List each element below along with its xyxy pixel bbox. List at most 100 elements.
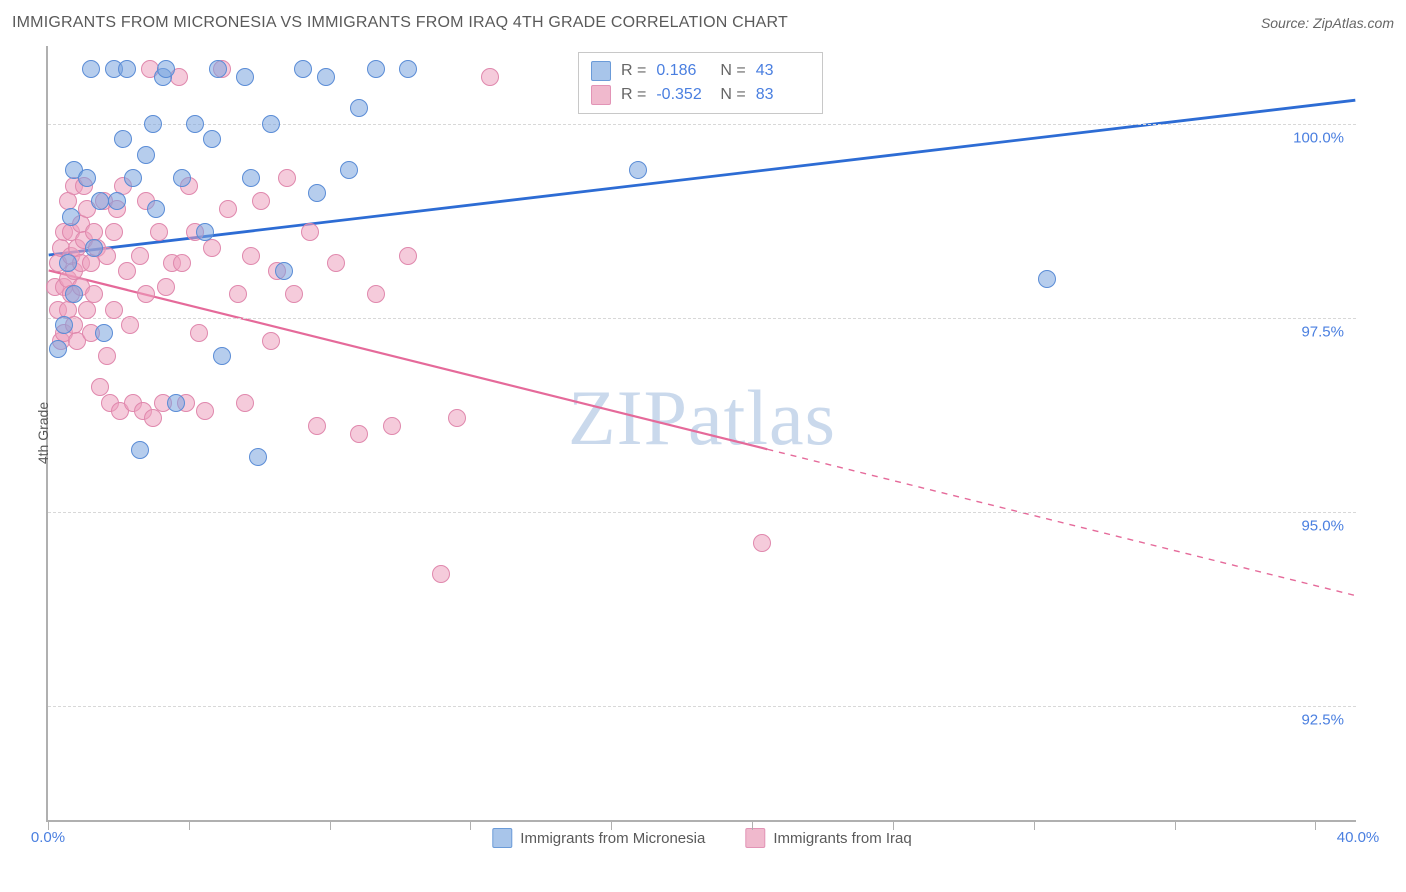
data-point <box>190 324 208 342</box>
x-tick-label: 0.0% <box>31 829 65 846</box>
data-point <box>114 130 132 148</box>
source-label: Source: ZipAtlas.com <box>1261 15 1394 31</box>
data-point <box>301 223 319 241</box>
data-point <box>308 417 326 435</box>
data-point <box>137 285 155 303</box>
data-point <box>131 441 149 459</box>
data-point <box>229 285 247 303</box>
data-point <box>196 402 214 420</box>
y-tick-label: 100.0% <box>1293 129 1344 146</box>
data-point <box>124 169 142 187</box>
legend-item: Immigrants from Micronesia <box>492 828 705 848</box>
x-tick <box>1175 820 1176 830</box>
data-point <box>242 247 260 265</box>
data-point <box>105 223 123 241</box>
data-point <box>219 200 237 218</box>
n-label: N = <box>720 86 745 104</box>
data-point <box>242 169 260 187</box>
x-tick <box>752 820 753 830</box>
r-label: R = <box>621 86 646 104</box>
data-point <box>91 192 109 210</box>
data-point <box>383 417 401 435</box>
x-tick <box>1315 820 1316 830</box>
x-tick <box>611 820 612 830</box>
data-point <box>118 262 136 280</box>
data-point <box>448 409 466 427</box>
correlation-legend: R = 0.186 N = 43 R = -0.352 N = 83 <box>578 52 823 114</box>
data-point <box>481 68 499 86</box>
data-point <box>278 169 296 187</box>
data-point <box>317 68 335 86</box>
data-point <box>753 534 771 552</box>
data-point <box>144 115 162 133</box>
data-point <box>327 254 345 272</box>
data-point <box>275 262 293 280</box>
legend-swatch <box>492 828 512 848</box>
data-point <box>173 254 191 272</box>
data-point <box>49 340 67 358</box>
legend-item: Immigrants from Iraq <box>745 828 911 848</box>
r-value: 0.186 <box>656 62 710 80</box>
x-tick-label: 40.0% <box>1337 829 1380 846</box>
data-point <box>213 347 231 365</box>
data-point <box>62 208 80 226</box>
data-point <box>147 200 165 218</box>
scatter-plot: 4th Grade ZIPatlas R =0.186N =43R =-0.35… <box>46 46 1356 822</box>
data-point <box>262 115 280 133</box>
data-point <box>629 161 647 179</box>
data-point <box>98 347 116 365</box>
data-point <box>399 247 417 265</box>
gridline <box>48 512 1356 513</box>
data-point <box>105 301 123 319</box>
data-point <box>186 115 204 133</box>
x-tick <box>330 820 331 830</box>
n-value: 83 <box>756 86 810 104</box>
data-point <box>85 239 103 257</box>
n-value: 43 <box>756 62 810 80</box>
data-point <box>432 565 450 583</box>
data-point <box>150 223 168 241</box>
y-tick-label: 95.0% <box>1301 517 1344 534</box>
data-point <box>236 68 254 86</box>
y-axis-label: 4th Grade <box>35 402 51 464</box>
data-point <box>121 316 139 334</box>
data-point <box>350 425 368 443</box>
legend-label: Immigrants from Iraq <box>773 830 911 847</box>
n-label: N = <box>720 62 745 80</box>
chart-header: IMMIGRANTS FROM MICRONESIA VS IMMIGRANTS… <box>0 0 1406 46</box>
y-tick-label: 92.5% <box>1301 711 1344 728</box>
gridline <box>48 706 1356 707</box>
chart-title: IMMIGRANTS FROM MICRONESIA VS IMMIGRANTS… <box>12 14 788 32</box>
data-point <box>196 223 214 241</box>
data-point <box>157 278 175 296</box>
series-legend: Immigrants from Micronesia Immigrants fro… <box>492 828 911 848</box>
data-point <box>167 394 185 412</box>
data-point <box>59 254 77 272</box>
data-point <box>285 285 303 303</box>
legend-swatch <box>591 85 611 105</box>
data-point <box>82 60 100 78</box>
data-point <box>367 285 385 303</box>
data-point <box>137 146 155 164</box>
data-point <box>82 254 100 272</box>
data-point <box>55 316 73 334</box>
r-value: -0.352 <box>656 86 710 104</box>
data-point <box>131 247 149 265</box>
legend-row: R =0.186N =43 <box>591 59 810 83</box>
data-point <box>95 324 113 342</box>
data-point <box>350 99 368 117</box>
data-point <box>294 60 312 78</box>
data-point <box>203 130 221 148</box>
x-tick <box>189 820 190 830</box>
data-point <box>367 60 385 78</box>
y-tick-label: 97.5% <box>1301 323 1344 340</box>
gridline <box>48 318 1356 319</box>
data-point <box>65 285 83 303</box>
trend-lines <box>48 46 1356 820</box>
data-point <box>157 60 175 78</box>
x-tick <box>1034 820 1035 830</box>
gridline <box>48 124 1356 125</box>
legend-row: R = -0.352 N = 83 <box>591 83 810 107</box>
data-point <box>340 161 358 179</box>
data-point <box>118 60 136 78</box>
